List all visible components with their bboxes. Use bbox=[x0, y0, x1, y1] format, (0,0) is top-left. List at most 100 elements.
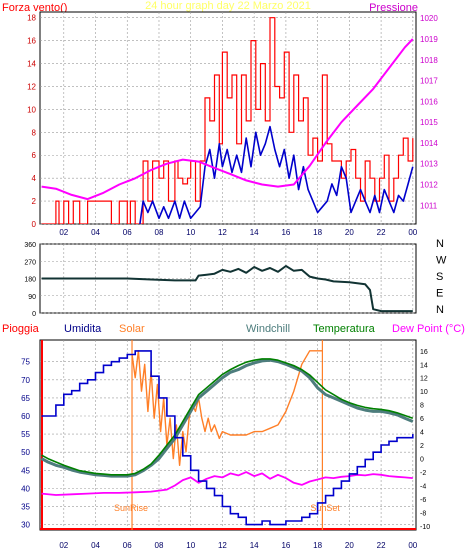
temperature-label: Temperatura bbox=[313, 323, 376, 335]
y-left-tick-label: 45 bbox=[21, 466, 30, 475]
y-left-tick-label: 50 bbox=[21, 448, 30, 457]
x-tick-label: 18 bbox=[313, 541, 322, 550]
y-right-tick-label: 12 bbox=[420, 376, 428, 383]
rain-label: Pioggia bbox=[2, 323, 40, 335]
y-left-tick-label: 12 bbox=[27, 82, 36, 91]
compass-label: W bbox=[436, 255, 447, 267]
x-tick-label: 06 bbox=[123, 541, 132, 550]
y-left-tick-label: 75 bbox=[21, 358, 30, 367]
compass-label: E bbox=[436, 288, 443, 300]
y-right-tick-label: 1013 bbox=[420, 160, 438, 169]
y-right-tick-label: 8 bbox=[420, 403, 424, 410]
y-right-tick-label: 1011 bbox=[420, 201, 438, 210]
x-tick-label: 02 bbox=[59, 541, 68, 550]
x-tick-label: 08 bbox=[155, 541, 164, 550]
y-left-tick-label: 6 bbox=[32, 151, 37, 160]
x-tick-label: 16 bbox=[281, 228, 290, 237]
wind-panel-frame bbox=[39, 11, 417, 225]
solar-label: Solar bbox=[119, 323, 145, 335]
windchill-series-line bbox=[40, 358, 414, 478]
x-tick-label: 22 bbox=[377, 228, 386, 237]
y-right-tick-label: 1018 bbox=[420, 56, 438, 65]
y-right-tick-label: 1020 bbox=[420, 14, 438, 23]
y-right-tick-label: 1014 bbox=[420, 139, 438, 148]
x-tick-label: 12 bbox=[218, 541, 227, 550]
y-left-tick-label: 8 bbox=[32, 128, 37, 137]
sunset-label: SunSet bbox=[310, 503, 340, 513]
y-left-tick-label: 0 bbox=[32, 220, 37, 229]
wind-panel: 02 04 06 08 10 12 14 16 18 20 22 000246810121416181… bbox=[27, 12, 438, 237]
wind-speed-label: Forza vento() bbox=[2, 2, 67, 14]
y-right-tick-label: 6 bbox=[420, 416, 424, 423]
x-tick-label: 14 bbox=[250, 541, 259, 550]
y-left-tick-label: 18 bbox=[27, 14, 36, 23]
y-right-tick-label: -10 bbox=[420, 524, 430, 531]
pressure-series-line bbox=[41, 38, 414, 201]
x-tick-label: 04 bbox=[91, 228, 100, 237]
x-tick-label: 00 bbox=[408, 228, 417, 237]
y-left-tick-label: 90 bbox=[28, 294, 36, 301]
x-tick-label: 10 bbox=[186, 541, 195, 550]
x-tick-label: 02 bbox=[59, 228, 68, 237]
sunrise-label: SunRise bbox=[114, 503, 148, 513]
y-left-tick-label: 16 bbox=[27, 37, 36, 46]
humidity-label: Umidita bbox=[64, 323, 102, 335]
y-right-tick-label: -4 bbox=[420, 484, 426, 491]
x-tick-label: 20 bbox=[345, 541, 354, 550]
y-right-tick-label: 1012 bbox=[420, 181, 438, 190]
x-tick-label: 18 bbox=[313, 228, 322, 237]
y-left-tick-label: 270 bbox=[24, 259, 36, 266]
x-tick-label: 22 bbox=[377, 541, 386, 550]
thermo-panel: 02 04 06 08 10 12 14 16 18 20 22 003035404550556065… bbox=[21, 340, 430, 550]
x-tick-label: 08 bbox=[155, 228, 164, 237]
y-right-tick-label: 4 bbox=[420, 430, 424, 437]
y-right-tick-label: 16 bbox=[420, 349, 428, 356]
compass-label: N bbox=[436, 238, 444, 250]
y-left-tick-label: 70 bbox=[21, 376, 30, 385]
y-left-tick-label: 40 bbox=[21, 484, 30, 493]
y-right-tick-label: 14 bbox=[420, 362, 428, 369]
temperature-series-line bbox=[41, 358, 414, 476]
y-right-tick-label: -2 bbox=[420, 470, 426, 477]
wind-direction-series-line bbox=[41, 265, 413, 313]
y-left-tick-label: 30 bbox=[21, 521, 30, 530]
y-left-tick-label: 60 bbox=[21, 412, 30, 421]
y-right-tick-label: 0 bbox=[420, 457, 424, 464]
dewpoint-series-line bbox=[41, 471, 413, 496]
y-left-tick-label: 360 bbox=[24, 242, 36, 249]
x-tick-label: 04 bbox=[91, 541, 100, 550]
y-right-tick-label: 1016 bbox=[420, 97, 438, 106]
y-left-tick-label: 0 bbox=[32, 311, 36, 318]
y-left-tick-label: 2 bbox=[32, 197, 37, 206]
y-left-tick-label: 4 bbox=[32, 174, 37, 183]
compass-label: N bbox=[436, 304, 444, 316]
graph-title: 24 hour graph day 22 Marzo 2021 bbox=[145, 0, 311, 12]
average-wind-series-line bbox=[139, 125, 414, 224]
humidity-series-line bbox=[41, 350, 414, 526]
gust-series-line bbox=[41, 17, 414, 224]
windchill-label: Windchill bbox=[246, 323, 290, 335]
y-left-tick-label: 180 bbox=[24, 277, 36, 284]
x-tick-label: 00 bbox=[408, 541, 417, 550]
y-right-tick-label: 10 bbox=[420, 389, 428, 396]
compass-label: S bbox=[436, 271, 443, 283]
y-left-tick-label: 65 bbox=[21, 394, 30, 403]
thermo-panel-frame bbox=[39, 339, 417, 531]
y-left-tick-label: 55 bbox=[21, 430, 30, 439]
y-right-tick-label: 1017 bbox=[420, 77, 438, 86]
y-left-tick-label: 35 bbox=[21, 502, 30, 511]
dewpoint-label: Dew Point (°C) bbox=[392, 323, 465, 335]
y-right-tick-label: -6 bbox=[420, 497, 426, 504]
x-tick-label: 16 bbox=[281, 541, 290, 550]
pressure-label: Pressione bbox=[369, 2, 418, 14]
y-right-tick-label: 2 bbox=[420, 443, 424, 450]
y-right-tick-label: -8 bbox=[420, 510, 426, 517]
y-right-tick-label: 1015 bbox=[420, 118, 438, 127]
x-tick-label: 06 bbox=[123, 228, 132, 237]
y-right-tick-label: 1019 bbox=[420, 35, 438, 44]
y-left-tick-label: 10 bbox=[27, 105, 36, 114]
x-tick-label: 10 bbox=[186, 228, 195, 237]
